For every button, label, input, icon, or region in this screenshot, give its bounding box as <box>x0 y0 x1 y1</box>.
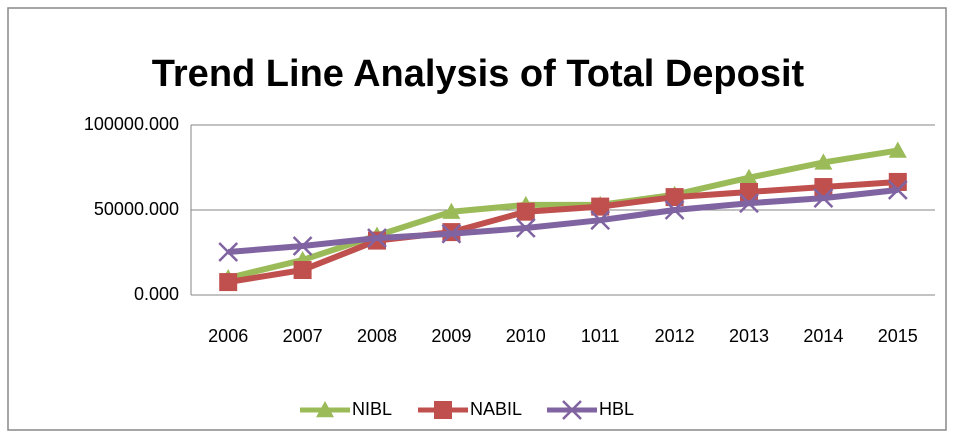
x-tick-label: 2012 <box>655 326 695 346</box>
x-tick-label: 2009 <box>431 326 471 346</box>
chart-title: Trend Line Analysis of Total Deposit <box>152 53 805 95</box>
y-tick-label: 50000.000 <box>94 199 179 219</box>
data-point <box>664 200 685 220</box>
series-line <box>227 178 899 286</box>
data-point <box>740 182 758 201</box>
x-tick-label: 2010 <box>506 326 546 346</box>
y-tick-label: 100000.000 <box>84 114 179 134</box>
legend-label: HBL <box>599 399 634 419</box>
series-line <box>227 147 899 281</box>
data-point <box>367 228 387 248</box>
x-tick-label: 2015 <box>878 326 918 346</box>
legend-marker <box>562 400 582 420</box>
data-point <box>814 153 833 170</box>
data-point <box>814 178 833 197</box>
x-tick-label: 2008 <box>357 326 397 346</box>
data-point <box>515 218 536 238</box>
series-line <box>227 186 899 255</box>
legend-marker <box>316 401 334 418</box>
legend-label: NABIL <box>470 399 522 419</box>
x-tick-label: 2013 <box>729 326 769 346</box>
data-point <box>888 141 907 158</box>
data-point <box>591 197 610 216</box>
data-point <box>218 242 239 262</box>
data-point <box>293 261 312 280</box>
x-tick-label: 2014 <box>803 326 843 346</box>
x-tick-label: 2007 <box>283 326 323 346</box>
data-point <box>516 202 535 221</box>
legend-marker <box>434 401 452 419</box>
data-point <box>442 202 461 219</box>
data-point <box>739 193 759 214</box>
data-point <box>813 188 834 208</box>
data-point <box>665 188 684 207</box>
data-point <box>740 168 758 185</box>
x-tick-label: 2006 <box>208 326 248 346</box>
chart-border <box>7 7 947 431</box>
x-tick-label: 1011 <box>581 326 620 346</box>
data-point <box>441 223 462 244</box>
data-point <box>292 236 313 256</box>
data-point <box>887 180 908 200</box>
y-tick-label: 0.000 <box>134 284 179 304</box>
data-point <box>219 273 238 292</box>
data-point <box>590 210 611 231</box>
legend-label: NIBL <box>352 399 392 419</box>
